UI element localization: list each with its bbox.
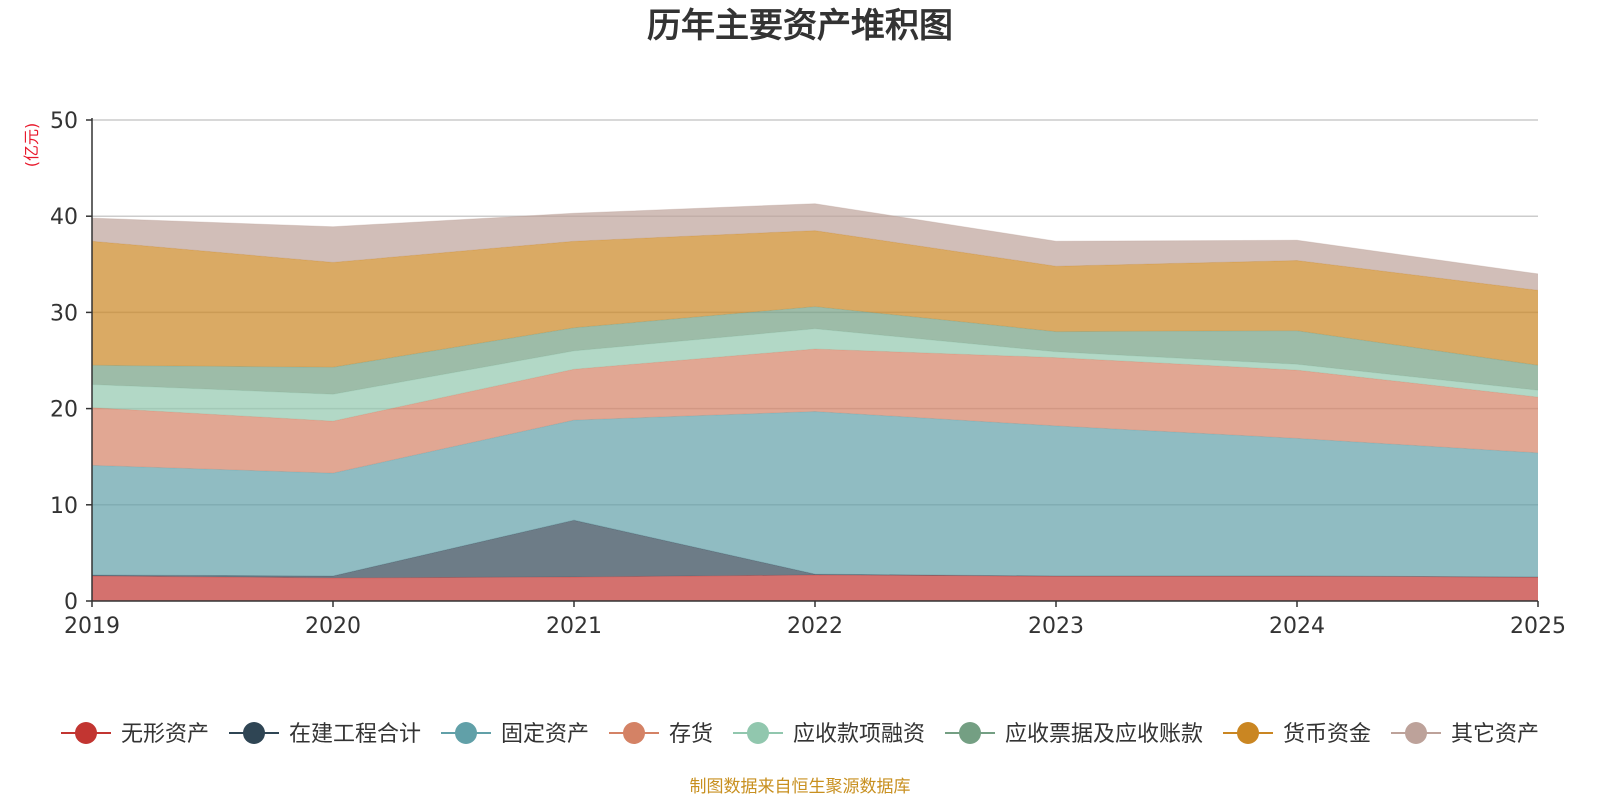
- area-series-5: [92, 306, 1538, 395]
- legend-marker-icon: [1237, 722, 1259, 744]
- y-tick-label: 30: [50, 301, 78, 326]
- x-tick-label: 2023: [1028, 614, 1084, 639]
- area-series-6: [92, 230, 1538, 368]
- area-series-0: [92, 575, 1538, 601]
- legend-marker-icon: [243, 722, 265, 744]
- axes: 0 10 20 30 40 50 2019 2020 2021 2022 2023 2024 2025: [50, 109, 1566, 639]
- legend-item-1[interactable]: 在建工程合计: [229, 722, 421, 747]
- legend-marker-icon: [959, 722, 981, 744]
- chart-title: 历年主要资产堆积图: [647, 6, 953, 46]
- y-tick-label: 40: [50, 205, 78, 230]
- legend[interactable]: 无形资产 在建工程合计 固定资产 存货 应收款项融资 应收票据及应收账款 货币资金 其它资产: [61, 722, 1539, 747]
- y-tick-label: 50: [50, 109, 78, 134]
- area-series-3: [92, 349, 1538, 474]
- legend-label: 应收款项融资: [793, 722, 925, 747]
- legend-label: 货币资金: [1283, 722, 1371, 747]
- y-tick-label: 0: [64, 590, 78, 615]
- y-tick-label: 20: [50, 398, 78, 423]
- area-series: [91, 203, 1539, 601]
- legend-item-0[interactable]: 无形资产: [61, 722, 209, 747]
- area-series-7: [92, 203, 1538, 291]
- legend-item-6[interactable]: 货币资金: [1223, 722, 1371, 747]
- x-tick-label: 2022: [787, 614, 843, 639]
- legend-item-2[interactable]: 固定资产: [441, 722, 589, 747]
- legend-label: 应收票据及应收账款: [1005, 722, 1203, 747]
- legend-marker-icon: [75, 722, 97, 744]
- legend-label: 无形资产: [121, 722, 209, 747]
- x-tick-label: 2019: [64, 614, 120, 639]
- legend-label: 其它资产: [1451, 722, 1539, 747]
- y-tick-label: 10: [50, 494, 78, 519]
- legend-item-3[interactable]: 存货: [609, 722, 713, 747]
- data-source-note: 制图数据来自恒生聚源数据库: [690, 777, 911, 797]
- legend-label: 在建工程合计: [289, 722, 421, 747]
- area-series-4: [92, 328, 1538, 422]
- y-axis-unit-label: (亿元): [22, 123, 41, 168]
- x-tick-label: 2025: [1510, 614, 1566, 639]
- legend-item-4[interactable]: 应收款项融资: [733, 722, 925, 747]
- area-series-line-7: [91, 203, 1539, 275]
- x-tick-label: 2024: [1269, 614, 1325, 639]
- x-tick-label: 2020: [305, 614, 361, 639]
- legend-marker-icon: [1405, 722, 1427, 744]
- legend-item-7[interactable]: 其它资产: [1391, 722, 1539, 747]
- legend-item-5[interactable]: 应收票据及应收账款: [945, 722, 1203, 747]
- legend-marker-icon: [623, 722, 645, 744]
- legend-marker-icon: [747, 722, 769, 744]
- area-series-2: [92, 411, 1538, 577]
- legend-label: 存货: [669, 722, 713, 747]
- area-series-1: [92, 520, 1538, 578]
- legend-label: 固定资产: [501, 722, 589, 747]
- x-tick-label: 2021: [546, 614, 602, 639]
- legend-marker-icon: [455, 722, 477, 744]
